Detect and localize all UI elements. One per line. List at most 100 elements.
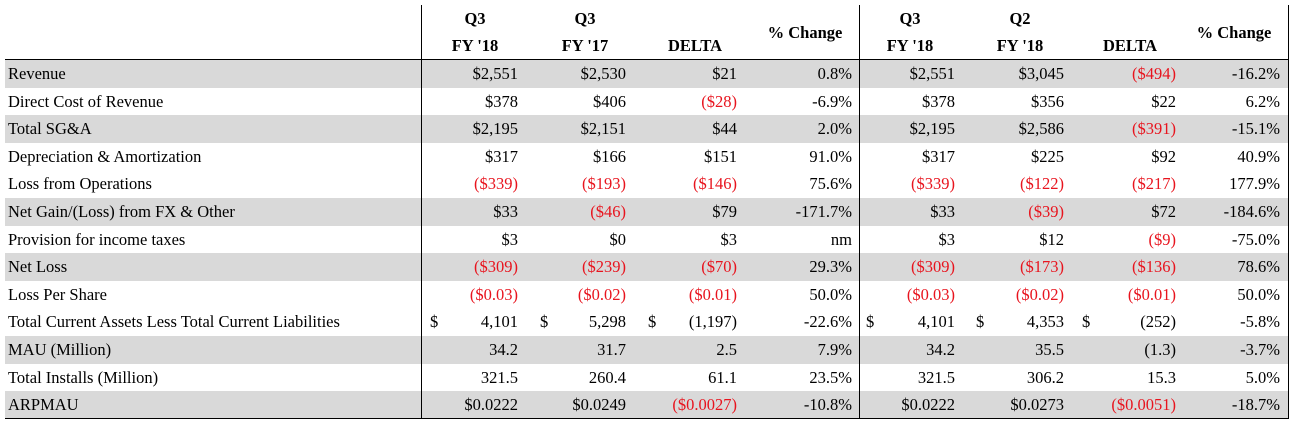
table-row: Depreciation & Amortization $317 $166 $151 9… — [5, 143, 1288, 171]
row-value: 6.2% — [1245, 91, 1280, 111]
row-value: $0 — [609, 229, 627, 249]
row-value: -15.1% — [1231, 119, 1280, 139]
row-label: Total SG&A — [8, 119, 92, 139]
row-value: 31.7 — [597, 340, 626, 359]
table-row: Direct Cost of Revenue $378 $406 ($28) -6.9%… — [5, 88, 1288, 116]
header-q3-fy18-a-line1: Q3 — [464, 9, 486, 28]
row-value: $12 — [1039, 229, 1064, 249]
row-value: $2,195 — [472, 119, 518, 139]
row-value: $72 — [1151, 202, 1176, 221]
row-value: -18.7% — [1231, 395, 1280, 415]
row-value: $151 — [704, 146, 737, 166]
row-value: 91.0% — [809, 146, 852, 166]
row-value: 34.2 — [489, 340, 518, 359]
row-value: $3,045 — [1018, 64, 1064, 83]
table-row: Total Current Assets Less Total Current … — [5, 308, 1288, 336]
row-value: ($146) — [693, 174, 737, 194]
row-value: -3.7% — [1240, 340, 1280, 359]
row-value: ($0.01) — [688, 284, 737, 304]
row-label: MAU (Million) — [8, 340, 112, 359]
row-value: ($28) — [701, 91, 737, 111]
row-value: $3 — [501, 229, 519, 249]
dollar-sign: $ — [1082, 312, 1091, 332]
header-pct-change-a: % Change — [767, 23, 843, 42]
row-label: Provision for income taxes — [8, 229, 186, 249]
row-value: ($339) — [474, 174, 518, 194]
header-q2-fy18-line2: FY '18 — [996, 36, 1044, 55]
header-delta-b: DELTA — [1102, 36, 1158, 55]
row-value: $3 — [720, 229, 738, 249]
row-value: 23.5% — [809, 367, 852, 387]
row-value: ($39) — [1028, 202, 1064, 221]
row-label: ARPMAU — [8, 395, 79, 415]
row-label: Revenue — [8, 64, 66, 83]
row-value: 4,101 — [917, 312, 955, 332]
row-value: 260.4 — [588, 367, 626, 387]
table-row: Loss Per Share ($0.03) ($0.02) ($0.01) 50.0%… — [5, 281, 1288, 309]
table-row: Net Gain/(Loss) from FX & Other $33 ($46) $… — [5, 198, 1288, 226]
header-q3-fy18-a-line2: FY '18 — [451, 36, 499, 55]
row-value: -22.6% — [803, 312, 852, 332]
row-value: $44 — [712, 119, 737, 139]
row-value: 15.3 — [1147, 367, 1176, 387]
row-label: Direct Cost of Revenue — [8, 91, 164, 111]
row-value: ($0.03) — [469, 284, 518, 304]
row-value: $3 — [938, 229, 956, 249]
row-value: -10.8% — [803, 395, 852, 415]
row-value: 75.6% — [809, 174, 852, 194]
row-value: ($494) — [1132, 64, 1176, 83]
row-label: Net Gain/(Loss) from FX & Other — [8, 202, 235, 221]
row-value: (1,197) — [688, 312, 737, 332]
row-value: -184.6% — [1223, 202, 1280, 221]
row-value: nm — [830, 229, 852, 249]
row-value: $2,195 — [909, 119, 955, 139]
row-value: ($136) — [1132, 257, 1176, 277]
row-value: ($70) — [701, 257, 737, 277]
row-value: $0.0222 — [901, 395, 955, 415]
row-value: $0.0273 — [1010, 395, 1064, 415]
table-row: Loss from Operations ($339) ($193) ($146) 75… — [5, 170, 1288, 198]
row-value: 2.0% — [817, 119, 852, 139]
row-value: ($0.0027) — [672, 395, 737, 415]
row-value: ($339) — [911, 174, 955, 194]
row-value: -171.7% — [795, 202, 852, 221]
row-value: -5.8% — [1240, 312, 1280, 332]
row-value: ($0.01) — [1127, 284, 1176, 304]
row-value: $2,151 — [580, 119, 626, 139]
row-value: $0.0222 — [464, 395, 518, 415]
dollar-sign: $ — [540, 312, 549, 332]
row-value: ($0.02) — [1015, 284, 1064, 304]
row-value: 34.2 — [926, 340, 955, 359]
row-value: $21 — [712, 64, 737, 83]
rule-right-edge — [1288, 5, 1289, 419]
row-value: $406 — [593, 91, 626, 111]
row-value: ($193) — [582, 174, 626, 194]
row-value: 177.9% — [1229, 174, 1280, 194]
row-value: 0.8% — [817, 64, 852, 83]
row-value: 5.0% — [1245, 367, 1280, 387]
row-value: ($309) — [911, 257, 955, 277]
rule-label-divider — [421, 5, 422, 419]
row-value: $317 — [485, 146, 518, 166]
rule-section-divider — [859, 5, 860, 419]
dollar-sign: $ — [430, 312, 439, 332]
row-value: 2.5 — [716, 340, 737, 359]
row-value: $0.0249 — [572, 395, 626, 415]
row-value: $33 — [930, 202, 955, 221]
row-value: 321.5 — [480, 367, 518, 387]
row-value: $22 — [1151, 91, 1176, 111]
row-value: $225 — [1031, 146, 1064, 166]
row-value: $79 — [712, 202, 737, 221]
row-label: Loss Per Share — [8, 284, 107, 304]
header-q3-fy17-line2: FY '17 — [561, 36, 609, 55]
table-bottom-rule — [5, 418, 1288, 419]
row-value: 50.0% — [1237, 284, 1280, 304]
row-value: 4,353 — [1026, 312, 1064, 332]
row-value: -6.9% — [812, 91, 852, 111]
row-value: 29.3% — [809, 257, 852, 277]
row-label: Net Loss — [8, 257, 68, 277]
row-value: 50.0% — [809, 284, 852, 304]
row-value: $2,551 — [909, 64, 955, 83]
row-value: $2,586 — [1018, 119, 1064, 139]
